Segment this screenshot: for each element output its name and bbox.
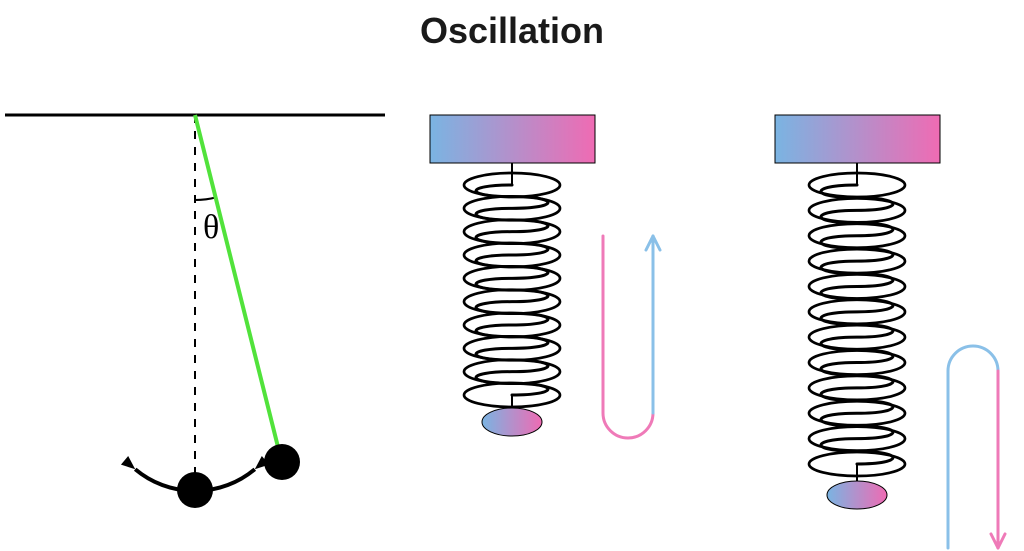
svg-text:θ: θ [203,209,219,246]
oscillation-diagram: θ [0,0,1024,551]
